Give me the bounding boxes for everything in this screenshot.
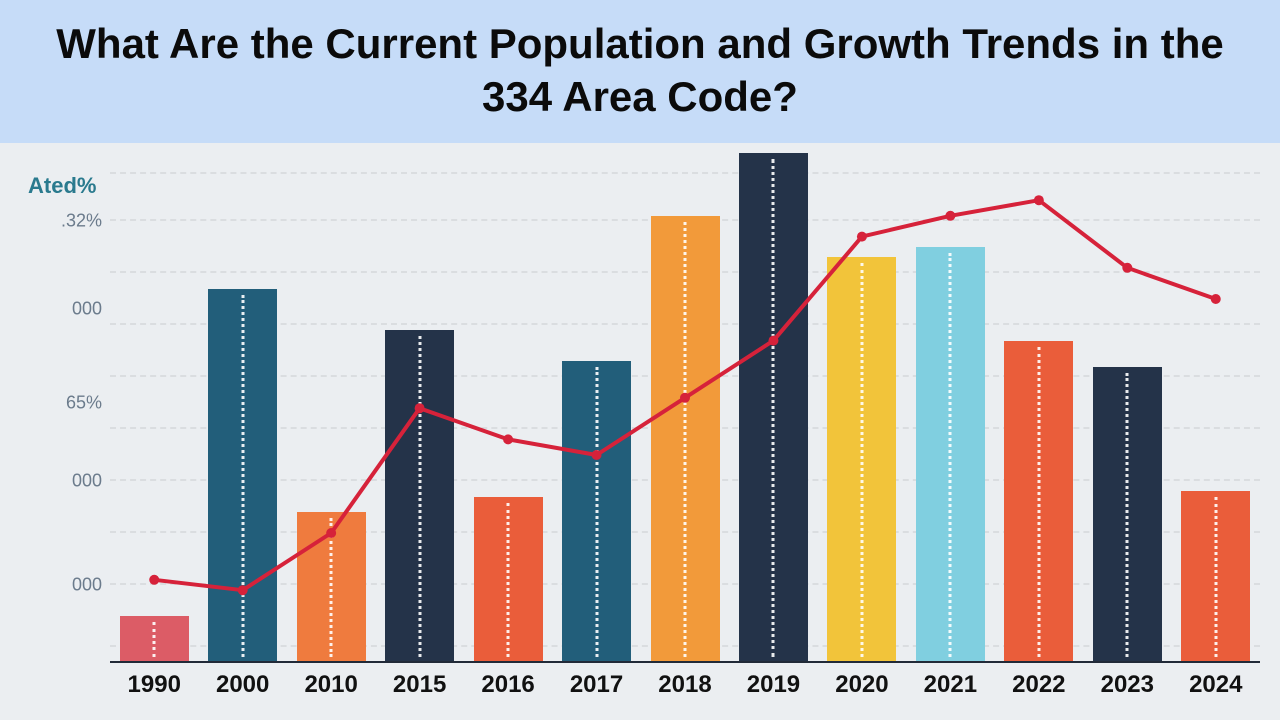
x-axis-label: 2019 bbox=[729, 671, 817, 699]
x-axis-label: 2016 bbox=[464, 671, 552, 699]
plot-area: 00000065%000.32% bbox=[110, 143, 1260, 663]
x-axis-label: 2015 bbox=[375, 671, 463, 699]
x-axis-label: 1990 bbox=[110, 671, 198, 699]
x-axis-label: 2017 bbox=[552, 671, 640, 699]
y-axis-title: Ated% bbox=[28, 173, 96, 199]
y-tick-label: .32% bbox=[61, 211, 102, 232]
trend-marker bbox=[415, 403, 425, 413]
trend-marker bbox=[857, 232, 867, 242]
trend-marker bbox=[768, 336, 778, 346]
trend-marker bbox=[1034, 195, 1044, 205]
line-layer bbox=[110, 143, 1260, 663]
x-axis-label: 2020 bbox=[818, 671, 906, 699]
x-axis-label: 2022 bbox=[995, 671, 1083, 699]
x-axis-labels: 1990200020102015201620172018201920202021… bbox=[110, 663, 1260, 713]
y-tick-label: 000 bbox=[72, 471, 102, 492]
chart-container: Ated% 00000065%000.32% 19902000201020152… bbox=[0, 143, 1280, 713]
x-axis-label: 2021 bbox=[906, 671, 994, 699]
x-axis-label: 2010 bbox=[287, 671, 375, 699]
y-tick-label: 65% bbox=[66, 393, 102, 414]
x-axis-label: 2023 bbox=[1083, 671, 1171, 699]
trend-marker bbox=[149, 575, 159, 585]
trend-marker bbox=[326, 528, 336, 538]
trend-marker bbox=[945, 211, 955, 221]
page-title: What Are the Current Population and Grow… bbox=[40, 18, 1240, 123]
trend-marker bbox=[238, 585, 248, 595]
trend-marker bbox=[1211, 294, 1221, 304]
x-axis-label: 2000 bbox=[198, 671, 286, 699]
x-axis-label: 2024 bbox=[1172, 671, 1260, 699]
trend-marker bbox=[680, 393, 690, 403]
page-header: What Are the Current Population and Grow… bbox=[0, 0, 1280, 143]
trend-marker bbox=[592, 450, 602, 460]
trend-marker bbox=[1122, 263, 1132, 273]
x-axis-label: 2018 bbox=[641, 671, 729, 699]
y-tick-label: 000 bbox=[72, 575, 102, 596]
y-tick-label: 000 bbox=[72, 299, 102, 320]
trend-marker bbox=[503, 434, 513, 444]
